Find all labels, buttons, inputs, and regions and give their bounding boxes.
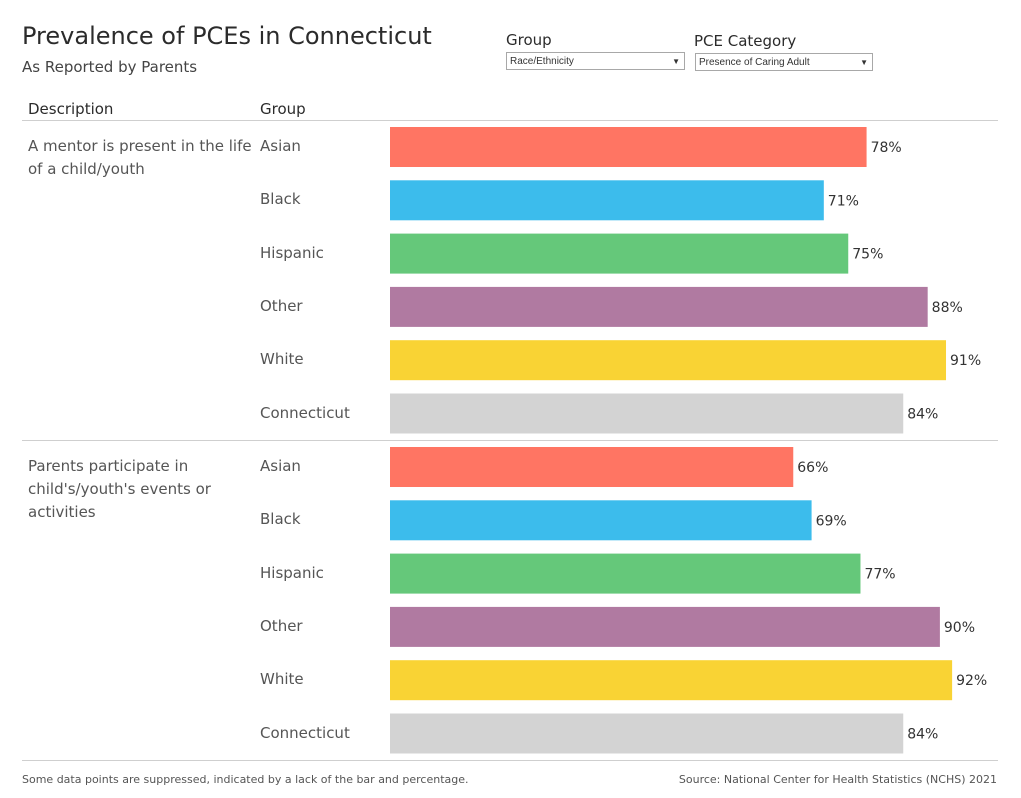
group-filter-value: Race/Ethnicity — [510, 56, 574, 67]
bar-connecticut[interactable] — [390, 393, 904, 434]
group-column-header: Group — [260, 100, 306, 118]
bar-black[interactable] — [390, 180, 824, 221]
group-label-black: Black — [260, 510, 301, 529]
footer-note: Some data points are suppressed, indicat… — [22, 773, 469, 786]
description-column-header: Description — [28, 100, 114, 118]
page-subtitle: As Reported by Parents — [22, 58, 198, 76]
bar-asian[interactable] — [390, 127, 867, 167]
panel-description: Parents participate in child's/youth's e… — [28, 457, 211, 521]
bar-other[interactable] — [390, 606, 940, 647]
row-divider — [22, 440, 998, 441]
bar-white[interactable] — [390, 660, 953, 701]
row-divider — [22, 760, 998, 761]
bar-black[interactable] — [390, 500, 812, 541]
data-label-connecticut: 84% — [907, 407, 938, 423]
data-label-other: 90% — [944, 620, 975, 636]
panel-description: A mentor is present in the life of a chi… — [28, 137, 252, 178]
group-label-connecticut: Connecticut — [260, 723, 350, 742]
bar-asian[interactable] — [390, 447, 794, 487]
group-filter-label: Group — [506, 31, 552, 49]
page-title: Prevalence of PCEs in Connecticut — [22, 22, 432, 50]
group-filter-dropdown[interactable]: Race/Ethnicity ▼ — [506, 52, 685, 70]
group-label-white: White — [260, 350, 304, 369]
bar-white[interactable] — [390, 340, 947, 381]
data-label-asian: 78% — [871, 140, 902, 156]
data-label-black: 69% — [816, 513, 847, 529]
data-label-hispanic: 75% — [852, 247, 883, 263]
category-filter-label: PCE Category — [694, 32, 797, 50]
category-filter-dropdown[interactable]: Presence of Caring Adult ▼ — [695, 53, 873, 71]
data-label-hispanic: 77% — [864, 567, 895, 583]
group-label-other: Other — [260, 616, 303, 635]
bar-hispanic[interactable] — [390, 553, 861, 594]
group-label-white: White — [260, 670, 304, 689]
footer-source: Source: National Center for Health Stati… — [678, 773, 997, 786]
data-label-white: 92% — [956, 673, 987, 689]
data-label-other: 88% — [932, 300, 963, 316]
group-label-other: Other — [260, 296, 303, 315]
group-label-hispanic: Hispanic — [260, 243, 324, 262]
category-filter-value: Presence of Caring Adult — [699, 57, 810, 68]
row-divider — [22, 120, 998, 121]
group-label-asian: Asian — [260, 137, 301, 155]
data-label-asian: 66% — [797, 460, 828, 476]
group-label-black: Black — [260, 190, 301, 209]
data-label-connecticut: 84% — [907, 727, 938, 743]
bar-hispanic[interactable] — [390, 233, 849, 274]
chevron-down-icon: ▼ — [672, 57, 680, 66]
chevron-down-icon: ▼ — [860, 58, 868, 67]
data-label-white: 91% — [950, 353, 981, 369]
data-label-black: 71% — [828, 193, 859, 209]
bar-connecticut[interactable] — [390, 713, 904, 754]
group-label-asian: Asian — [260, 457, 301, 475]
group-label-hispanic: Hispanic — [260, 563, 324, 582]
bar-other[interactable] — [390, 286, 928, 327]
group-label-connecticut: Connecticut — [260, 403, 350, 422]
